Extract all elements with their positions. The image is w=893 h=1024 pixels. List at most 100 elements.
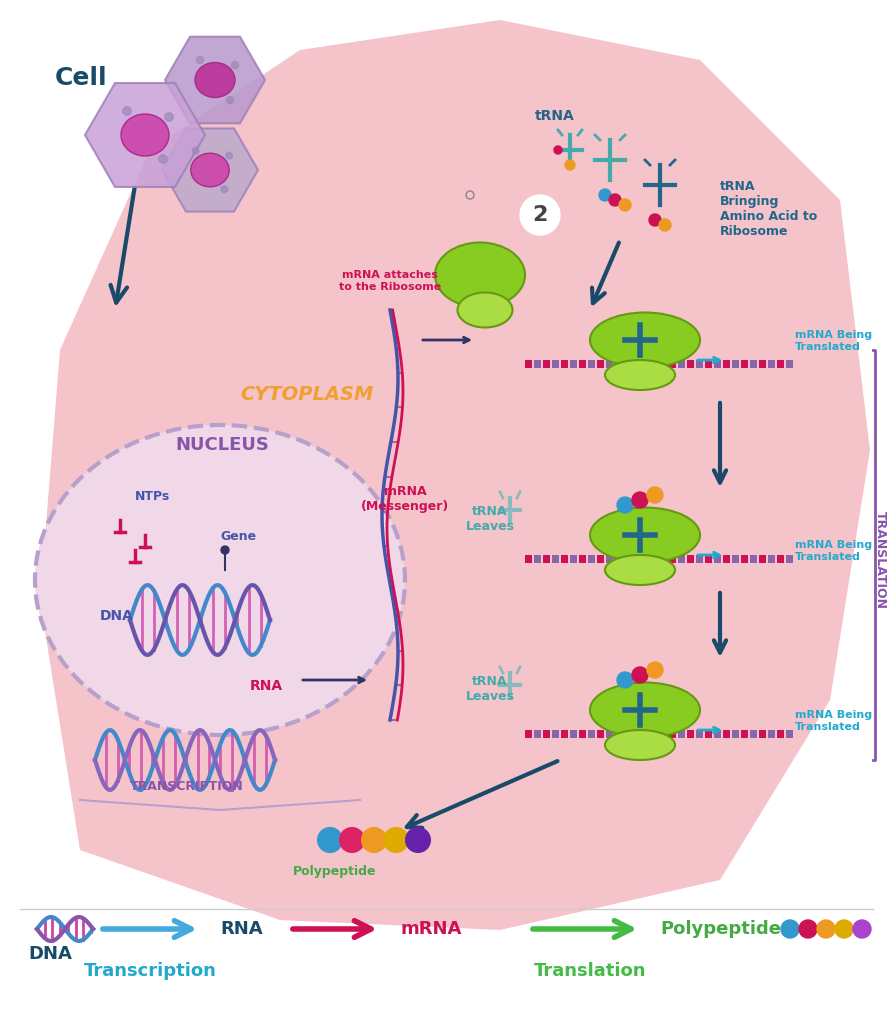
Ellipse shape <box>605 555 675 585</box>
Circle shape <box>196 56 204 63</box>
Bar <box>759 730 766 738</box>
FancyArrowPatch shape <box>714 593 726 652</box>
Text: DNA: DNA <box>100 609 134 623</box>
Bar <box>786 555 793 563</box>
Bar <box>660 555 667 563</box>
Circle shape <box>835 920 853 938</box>
Bar <box>552 555 559 563</box>
Bar <box>534 730 541 738</box>
Bar <box>687 360 694 368</box>
Ellipse shape <box>121 114 169 156</box>
FancyArrowPatch shape <box>111 187 135 303</box>
Bar <box>777 730 784 738</box>
Text: TRANSLATION: TRANSLATION <box>873 511 887 609</box>
Bar <box>597 730 604 738</box>
Bar <box>732 360 739 368</box>
Bar <box>651 555 658 563</box>
Text: Cell: Cell <box>55 66 108 90</box>
Circle shape <box>192 147 199 155</box>
Bar <box>543 360 550 368</box>
Bar <box>606 730 613 738</box>
Text: mRNA Being
Translated: mRNA Being Translated <box>795 711 872 732</box>
Text: tRNA
Leaves: tRNA Leaves <box>465 675 514 703</box>
Ellipse shape <box>435 243 525 307</box>
Bar <box>768 360 775 368</box>
Bar <box>723 730 730 738</box>
Bar <box>534 555 541 563</box>
Bar <box>678 555 685 563</box>
Text: Polypeptide: Polypeptide <box>660 920 781 938</box>
Bar <box>597 360 604 368</box>
Circle shape <box>609 194 621 206</box>
Polygon shape <box>165 37 265 123</box>
Ellipse shape <box>35 425 405 735</box>
Bar <box>633 555 640 563</box>
Circle shape <box>165 113 173 121</box>
Bar <box>741 730 748 738</box>
Bar <box>687 730 694 738</box>
Text: NUCLEUS: NUCLEUS <box>175 436 269 454</box>
Circle shape <box>799 920 817 938</box>
Bar <box>525 555 532 563</box>
Bar <box>651 730 658 738</box>
Polygon shape <box>85 83 205 187</box>
Text: NTPs: NTPs <box>135 490 171 503</box>
Bar <box>579 555 586 563</box>
Bar <box>741 555 748 563</box>
FancyArrowPatch shape <box>714 402 726 482</box>
Circle shape <box>406 828 430 852</box>
Bar <box>705 730 712 738</box>
Bar <box>777 555 784 563</box>
Bar <box>615 555 622 563</box>
Bar <box>705 360 712 368</box>
Circle shape <box>659 219 671 231</box>
Bar <box>714 360 721 368</box>
Bar <box>768 555 775 563</box>
Circle shape <box>227 96 233 103</box>
Circle shape <box>565 160 575 170</box>
Bar <box>552 730 559 738</box>
Bar <box>741 360 748 368</box>
Circle shape <box>231 61 238 69</box>
Text: mRNA Being
Translated: mRNA Being Translated <box>795 331 872 352</box>
Circle shape <box>554 146 562 154</box>
Bar <box>615 360 622 368</box>
Ellipse shape <box>590 683 700 737</box>
Bar <box>525 360 532 368</box>
Bar <box>669 555 676 563</box>
Bar <box>525 730 532 738</box>
Text: RNA: RNA <box>220 920 263 938</box>
Ellipse shape <box>605 730 675 760</box>
Circle shape <box>853 920 871 938</box>
Bar <box>714 730 721 738</box>
Bar <box>705 555 712 563</box>
Bar <box>696 730 703 738</box>
Bar <box>579 360 586 368</box>
Ellipse shape <box>195 62 235 97</box>
Bar <box>588 555 595 563</box>
Bar <box>552 360 559 368</box>
Text: 2: 2 <box>532 205 547 225</box>
Bar <box>750 730 757 738</box>
Bar <box>660 360 667 368</box>
Bar <box>696 555 703 563</box>
Ellipse shape <box>590 508 700 562</box>
Text: mRNA
(Messenger): mRNA (Messenger) <box>361 485 449 513</box>
Bar <box>579 730 586 738</box>
Bar <box>543 730 550 738</box>
Polygon shape <box>40 20 870 930</box>
Bar <box>723 360 730 368</box>
Bar <box>588 730 595 738</box>
Bar <box>633 730 640 738</box>
Text: CYTOPLASM: CYTOPLASM <box>240 385 373 404</box>
Text: Transcription: Transcription <box>84 962 216 980</box>
Bar <box>642 360 649 368</box>
Circle shape <box>340 828 364 852</box>
Bar <box>570 730 577 738</box>
Bar <box>606 360 613 368</box>
Text: RNA: RNA <box>250 679 283 693</box>
Bar <box>660 730 667 738</box>
FancyArrowPatch shape <box>407 761 557 827</box>
Bar <box>642 730 649 738</box>
Text: Polypeptide: Polypeptide <box>293 865 377 878</box>
